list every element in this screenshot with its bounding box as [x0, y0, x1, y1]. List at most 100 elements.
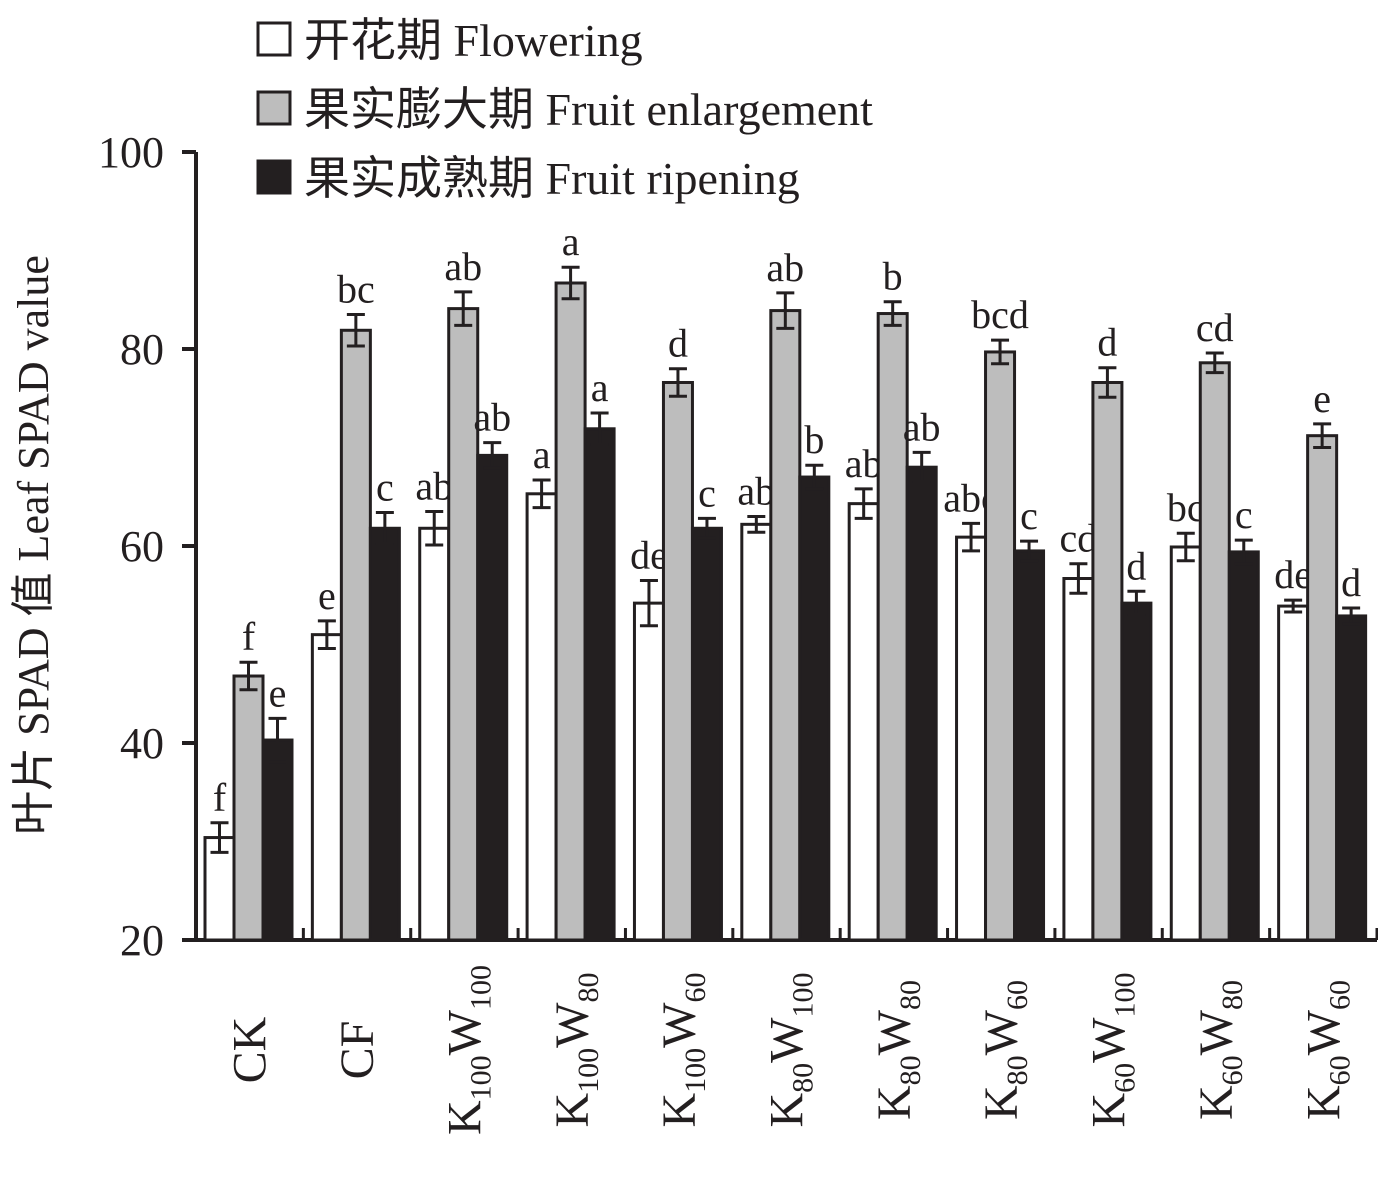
significance-label: e [269, 670, 287, 715]
significance-label: f [242, 614, 256, 659]
category-label-main: K [1297, 1085, 1350, 1120]
significance-label: ab [473, 395, 511, 440]
legend: 开花期 Flowering 果实膨大期 Fruit enlargement 果实成熟… [256, 15, 873, 204]
category-label-main: K [546, 1092, 599, 1127]
category-label-main: W [546, 1002, 599, 1048]
significance-label: c [1020, 493, 1038, 538]
category-label-main: K [1190, 1085, 1243, 1120]
bar [232, 674, 265, 942]
category-label-subscript: 80 [1216, 980, 1249, 1010]
significance-label: c [698, 470, 716, 515]
category-label: K100​W60​ [653, 973, 712, 1128]
y-tick-label: 80 [120, 325, 164, 374]
bar [905, 465, 938, 942]
category-label-main: CF [331, 1021, 384, 1080]
legend-label: 果实膨大期 Fruit enlargement [304, 84, 873, 135]
category-label: K60​W80​ [1190, 980, 1249, 1120]
category-label: K100​W100​ [438, 965, 497, 1135]
category-label: K60​W60​ [1297, 980, 1356, 1120]
bar [583, 427, 616, 942]
category-label: K80​W80​ [868, 980, 927, 1120]
significance-label: d [1097, 320, 1117, 365]
significance-label: cd [1060, 516, 1098, 561]
category-label-subscript: 80 [894, 1055, 927, 1085]
significance-label: a [591, 365, 609, 410]
significance-label: b [883, 254, 903, 299]
bar [661, 380, 694, 942]
category-label-subscript: 80 [787, 1063, 820, 1093]
bar [418, 526, 451, 942]
bar [261, 738, 294, 942]
category-label-subscript: 100 [464, 965, 497, 1010]
bar [798, 475, 831, 942]
significance-label: bc [337, 267, 375, 312]
category-label-subscript: 100 [679, 1048, 712, 1093]
category-label-main: K [1083, 1092, 1136, 1127]
legend-label: 果实成熟期 Fruit ripening [304, 153, 800, 204]
bar [1062, 577, 1095, 942]
category-label-subscript: 60 [1323, 980, 1356, 1010]
category-label: CF [331, 1021, 384, 1080]
category-label-main: W [1297, 1009, 1350, 1055]
legend-swatch [256, 21, 292, 57]
significance-label: c [1235, 492, 1253, 537]
category-label-subscript: 100 [1109, 973, 1142, 1018]
significance-label: ab [903, 404, 941, 449]
significance-label: ab [845, 441, 883, 486]
bar [1306, 434, 1339, 942]
category-label-subscript: 100 [787, 973, 820, 1018]
bar [310, 633, 343, 942]
category-label-main: K [438, 1100, 491, 1135]
category-label-subscript: 60 [1109, 1063, 1142, 1093]
bar [1013, 549, 1046, 942]
bar [955, 535, 988, 942]
category-label-main: W [761, 1017, 814, 1063]
category-label: K60​W100​ [1083, 973, 1142, 1128]
bar [690, 526, 723, 942]
category-label-main: K [761, 1092, 814, 1127]
category-label: K80​W100​ [761, 973, 820, 1128]
significance-label: cd [1196, 305, 1234, 350]
significance-label: c [376, 465, 394, 510]
category-label-main: W [975, 1009, 1028, 1055]
category-label-main: W [653, 1002, 706, 1048]
y-tick-label: 20 [120, 916, 164, 965]
significance-label: bc [1167, 485, 1205, 530]
significance-label: bcd [971, 292, 1029, 337]
bar [632, 601, 665, 942]
category-label-main: W [438, 1009, 491, 1055]
significance-label: e [318, 573, 336, 618]
category-label-main: K [975, 1085, 1028, 1120]
bar [847, 502, 880, 942]
significance-label: d [1341, 560, 1361, 605]
bar [1169, 545, 1202, 942]
y-tick-label: 100 [98, 128, 164, 177]
category-label-subscript: 80 [894, 980, 927, 1010]
category-label-subscript: 60 [1323, 1055, 1356, 1085]
bar [740, 522, 773, 942]
significance-label: d [1126, 543, 1146, 588]
category-label: K100​W80​ [546, 973, 605, 1128]
bar [368, 526, 401, 942]
category-label-main: W [1083, 1017, 1136, 1063]
category-label-subscript: 80 [572, 973, 605, 1003]
category-label-subscript: 100 [572, 1048, 605, 1093]
bar [1227, 550, 1260, 942]
significance-label: ab [415, 464, 453, 509]
category-label-main: CK [224, 1016, 277, 1083]
category-label-main: W [1190, 1009, 1243, 1055]
significance-label: de [1274, 552, 1312, 597]
bar [1120, 601, 1153, 942]
significance-label: f [213, 775, 227, 820]
bar [1091, 380, 1124, 942]
category-label-main: K [868, 1085, 921, 1120]
category-label-subscript: 60 [1216, 1055, 1249, 1085]
legend-swatch [256, 159, 292, 195]
bar [876, 312, 909, 942]
significance-label: e [1313, 376, 1331, 421]
bar [339, 328, 372, 942]
significance-label: a [533, 432, 551, 477]
y-axis-label: 叶片 SPAD 值 Leaf SPAD value [9, 255, 58, 835]
legend-swatch [256, 90, 292, 126]
